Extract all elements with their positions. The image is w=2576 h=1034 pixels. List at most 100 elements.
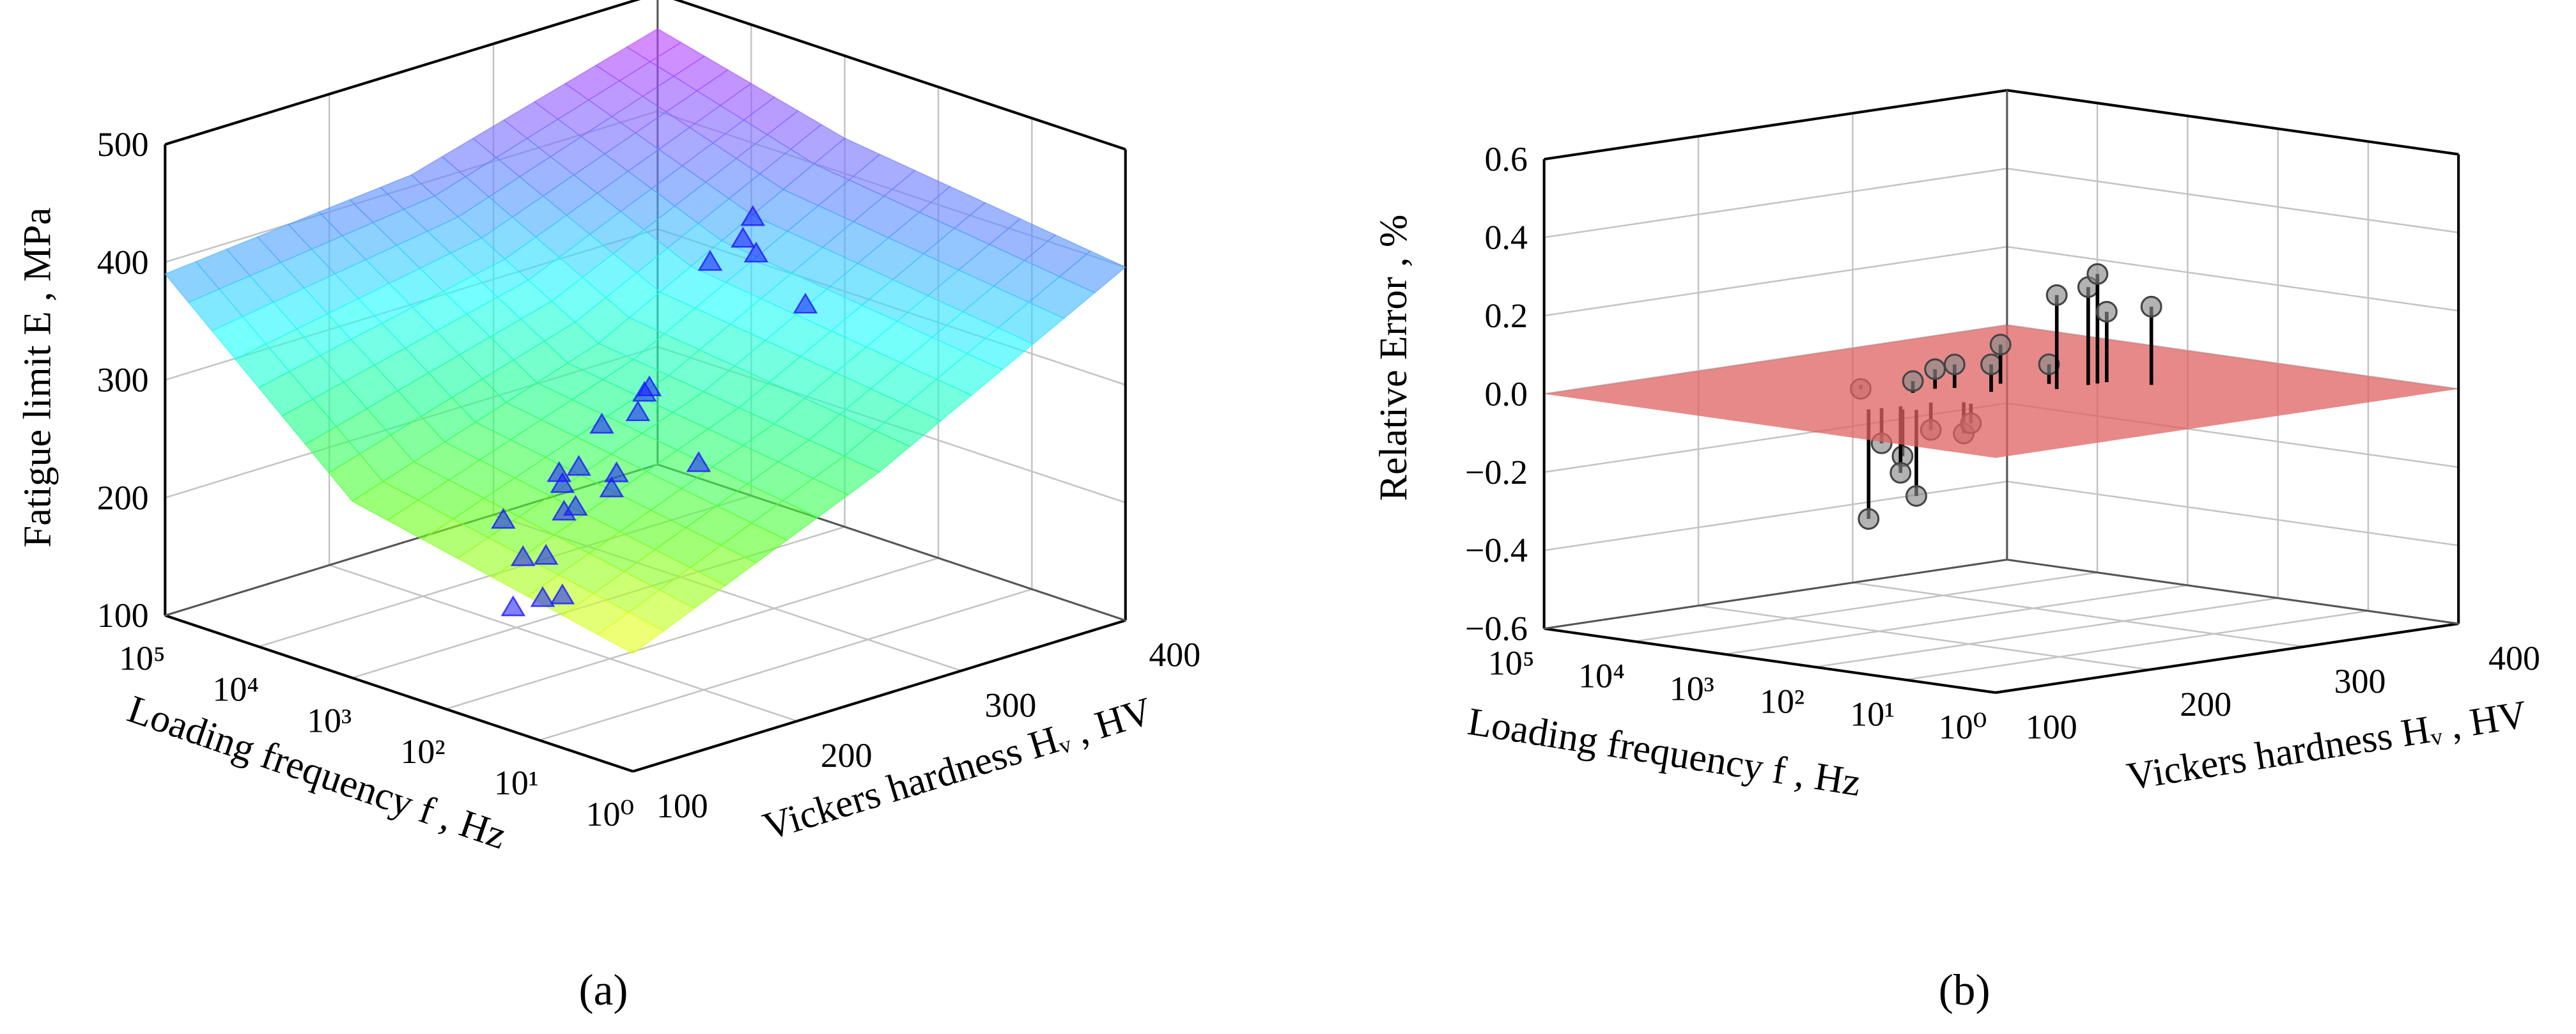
data-point [1943, 353, 1966, 376]
grid-line [2006, 245, 2459, 312]
data-point [530, 586, 555, 607]
y-tick-label: 10² [1760, 683, 1804, 721]
data-point [589, 412, 614, 434]
x-tick-label: 100 [2026, 708, 2077, 746]
data-point [793, 292, 818, 314]
y-tick-label: 10³ [307, 701, 352, 739]
y-tick-label: 10¹ [1850, 695, 1895, 734]
grid-line [1724, 584, 2188, 655]
grid-line [1544, 167, 2008, 238]
data-point [2086, 263, 2109, 285]
data-point [740, 205, 766, 226]
data-point [686, 451, 711, 472]
x-tick-label: 100 [656, 787, 708, 825]
plot-3d: 100 200 300 400 500 10⁰ 10¹ 10² 10³ 10⁴ 10⁵ 100 200 3… [97, 0, 1200, 833]
z-tick-label: −0.2 [1465, 453, 1528, 491]
z-tick-label: 200 [97, 479, 149, 517]
grid-line [446, 557, 939, 710]
grid-line [539, 588, 1032, 741]
data-point [500, 595, 526, 617]
x-tick-label: 300 [2334, 662, 2386, 700]
data-point [1980, 353, 2002, 376]
data-point [697, 250, 723, 271]
data-point [510, 545, 536, 566]
data-point [2045, 284, 2068, 306]
reference-plane [1544, 325, 2459, 458]
pane-edge [2006, 89, 2459, 156]
data-point [491, 507, 516, 529]
data-point [599, 476, 625, 498]
z-tick-label: 0.2 [1485, 297, 1528, 335]
pane-edge [1544, 559, 2008, 630]
panel-label: (a) [579, 965, 628, 1014]
x-axis [1995, 622, 2459, 694]
data-point [563, 495, 588, 516]
z-tick-label: 0.6 [1485, 140, 1528, 178]
grid-line [2006, 167, 2459, 234]
data-point [1902, 370, 1924, 392]
pane-edge [2006, 559, 2459, 625]
grid-line [1852, 582, 2304, 648]
data-point [637, 375, 662, 397]
data-point [2038, 353, 2060, 375]
z-tick-label: 300 [97, 361, 149, 399]
y-tick-label: 10⁰ [1939, 708, 1987, 746]
data-point [550, 583, 575, 605]
grid-line [2006, 481, 2459, 546]
data-point [1889, 461, 1912, 484]
y-tick-label: 10⁵ [119, 639, 166, 677]
data-point [731, 226, 756, 248]
x-tick-label: 200 [2180, 685, 2231, 723]
z-tick-label: −0.6 [1465, 610, 1528, 648]
z-tick-label: 500 [97, 125, 149, 164]
data-point [550, 472, 575, 493]
grid-line [329, 564, 798, 722]
y-tick-label: 10⁵ [1488, 644, 1535, 683]
grid-line [1544, 481, 2008, 552]
data-point [547, 461, 572, 482]
y-tick-label: 10¹ [494, 764, 539, 802]
grid-line [1905, 610, 2369, 681]
grid-line [1634, 571, 2098, 642]
x-axis [632, 619, 1126, 773]
grid-line [1815, 597, 2278, 668]
plot-3d: −0.6 −0.4 −0.2 0.0 0.2 0.4 0.6 10⁰ 10¹ 10² 10³ 10⁴ 1… [1465, 89, 2540, 746]
panel-label: (b) [1939, 965, 1990, 1014]
data-point [1989, 334, 2012, 356]
data-point [1858, 508, 1880, 530]
data-point [743, 242, 769, 263]
y-tick-label: 10³ [1670, 670, 1714, 708]
y-tick-label: 10⁰ [586, 795, 635, 833]
pane-edge [164, 0, 641, 146]
data-point [566, 454, 591, 476]
z-axis-label: Fatigue limit E , MPa [16, 208, 59, 548]
x-tick-label: 400 [2488, 639, 2540, 677]
y-tick-label: 10² [400, 732, 445, 771]
z-tick-label: 100 [97, 596, 149, 635]
y-tick-label: 10⁴ [212, 670, 259, 709]
pane-edge [1544, 89, 2008, 161]
data-point [1924, 358, 1946, 380]
z-axis-label: Relative Error , % [1372, 215, 1415, 501]
y-tick-label: 10⁴ [1578, 657, 1625, 695]
x-tick-label: 400 [1149, 636, 1200, 674]
surface-patch [596, 612, 665, 654]
x-tick-label: 300 [985, 686, 1037, 724]
z-tick-label: 0.0 [1485, 374, 1528, 413]
y-axis [164, 614, 633, 773]
grid-line [1544, 245, 2008, 317]
data-point [604, 461, 629, 482]
y-axis [1544, 627, 1996, 694]
z-tick-label: 400 [97, 243, 149, 281]
x-tick-label: 200 [821, 736, 873, 775]
data-point [2140, 295, 2162, 318]
data-point [625, 400, 651, 422]
data-point [1905, 485, 1927, 507]
z-tick-label: 0.4 [1485, 219, 1528, 257]
grid-line [1698, 605, 2150, 671]
pane-edge [673, 0, 1126, 151]
floor-pane [1544, 559, 2459, 693]
data-point [2095, 300, 2118, 323]
